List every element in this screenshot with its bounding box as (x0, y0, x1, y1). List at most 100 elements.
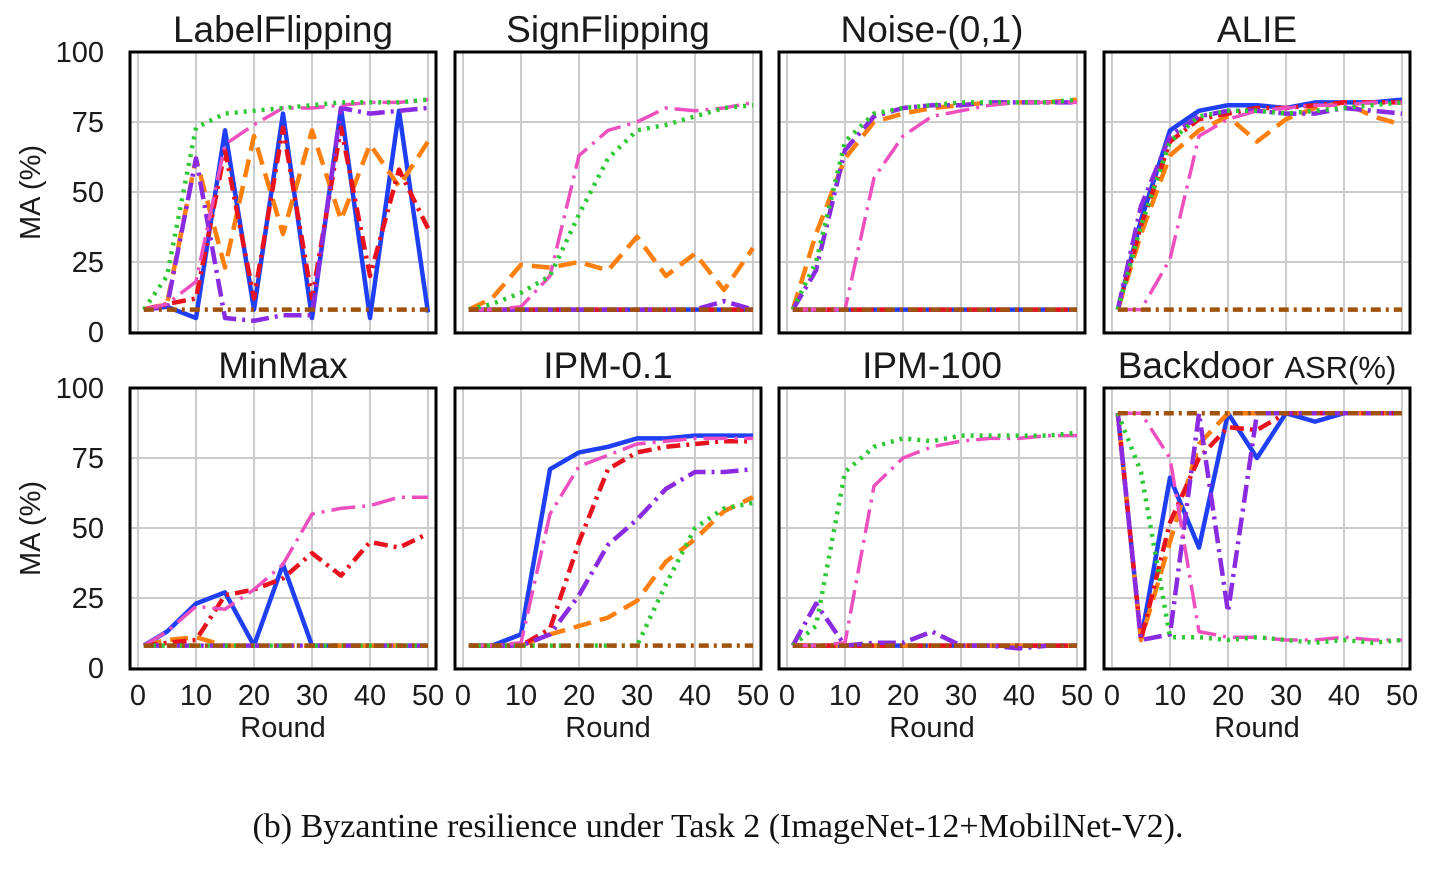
panel-6: IPM-0.1 0 10 20 30 40 50 Round (453, 345, 769, 744)
x-tick-label: 10 (1154, 680, 1186, 712)
panel-title-main: ALIE (1217, 9, 1297, 50)
series-line-4 (790, 601, 1077, 651)
panel-title-suffix: ASR(%) (1284, 350, 1396, 385)
x-axis-label: Round (1214, 712, 1299, 744)
panel-4: ALIE (1102, 9, 1412, 335)
x-axis-label: Round (889, 712, 974, 744)
panel-title-main: Backdoor (1118, 345, 1285, 386)
panel-title: Backdoor ASR(%) (1118, 345, 1397, 386)
series-line-5 (1117, 100, 1402, 312)
y-tick-label: 0 (88, 317, 104, 349)
series-line-6 (1115, 412, 1403, 646)
y-tick-label: 25 (72, 583, 104, 615)
panel-frame (777, 50, 1087, 335)
x-axis-label: Round (240, 712, 325, 744)
series-line-3 (143, 125, 431, 312)
series-line-6 (1115, 100, 1403, 311)
y-tick-label: 50 (72, 513, 104, 545)
y-tick-label: 75 (72, 443, 104, 475)
y-tick-label: 100 (56, 37, 104, 69)
panel-frame (453, 50, 763, 335)
series-line-5 (792, 433, 1077, 648)
y-tick-label: 100 (56, 373, 104, 405)
x-tick-label: 10 (829, 680, 861, 712)
panel-title-main: Noise-(0,1) (841, 9, 1024, 50)
x-tick-label: 50 (737, 680, 769, 712)
x-tick-label: 40 (1003, 680, 1035, 712)
panel-3: Noise-(0,1) (777, 9, 1087, 335)
x-tick-label: 30 (621, 680, 653, 712)
series-line-5 (143, 97, 429, 312)
series-line-6 (790, 97, 1078, 311)
x-tick-label: 10 (505, 680, 537, 712)
x-tick-label: 0 (455, 680, 471, 712)
x-axis-label: Round (565, 712, 650, 744)
series-line-5 (1117, 411, 1402, 642)
series-line-1 (468, 433, 753, 648)
panel-8: Backdoor ASR(%) 0 10 20 30 40 50 Round (1102, 345, 1418, 744)
y-axis-label: MA (%) (15, 481, 47, 576)
panel-frame (128, 386, 438, 671)
panel-title-main: MinMax (218, 345, 348, 386)
y-axis-label: MA (%) (15, 145, 47, 240)
panel-title: ALIE (1217, 9, 1297, 50)
y-tick-label: 50 (72, 177, 104, 209)
y-tick-label: 75 (72, 107, 104, 139)
panel-frame (1102, 386, 1412, 671)
series-line-5 (792, 100, 1077, 312)
series-line-1 (142, 562, 428, 648)
x-tick-label: 40 (679, 680, 711, 712)
panel-frame (128, 50, 438, 335)
panel-title: Noise-(0,1) (841, 9, 1024, 50)
x-tick-label: 20 (1212, 680, 1244, 712)
series-line-2 (467, 234, 755, 312)
panel-title: IPM-0.1 (543, 345, 673, 386)
x-tick-label: 40 (354, 680, 386, 712)
panel-5: MinMax 0 25 50 75 100 MA (%) 0 10 20 30 40 50 Round (15, 345, 444, 744)
x-tick-label: 50 (1061, 680, 1093, 712)
x-tick-label: 0 (1104, 680, 1120, 712)
x-tick-label: 30 (296, 680, 328, 712)
panel-frame (453, 386, 763, 671)
y-tick-label: 0 (88, 653, 104, 685)
x-tick-label: 50 (1386, 680, 1418, 712)
panel-title-main: LabelFlipping (173, 9, 393, 50)
panel-frame (1102, 50, 1412, 335)
panel-frame (777, 386, 1087, 671)
series-line-4 (790, 100, 1077, 311)
series-line-6 (141, 97, 429, 311)
series-line-6 (791, 430, 1078, 648)
panel-title: MinMax (218, 345, 348, 386)
series-line-1 (1115, 410, 1402, 643)
x-tick-label: 20 (563, 680, 595, 712)
x-tick-label: 50 (412, 680, 444, 712)
y-tick-label: 25 (72, 247, 104, 279)
panel-7: IPM-100 0 10 20 30 40 50 Round (777, 345, 1093, 744)
panel-title-main: IPM-0.1 (543, 345, 673, 386)
panel-1: LabelFlipping 0 25 50 75 100 MA (%) (15, 9, 438, 349)
panel-2: SignFlipping (453, 9, 763, 335)
series-line-4 (468, 466, 754, 648)
series-line-4 (143, 105, 429, 324)
series-line-5 (468, 100, 754, 312)
panel-title: LabelFlipping (173, 9, 393, 50)
series-line-6 (468, 102, 754, 312)
series-line-5 (468, 436, 753, 648)
series-line-3 (143, 531, 429, 648)
x-tick-label: 30 (945, 680, 977, 712)
x-tick-label: 20 (238, 680, 270, 712)
series-line-5 (142, 495, 428, 648)
series-line-2 (790, 97, 1078, 311)
x-tick-label: 0 (779, 680, 795, 712)
panel-title: IPM-100 (862, 345, 1002, 386)
panel-title: SignFlipping (506, 9, 710, 50)
x-tick-label: 0 (130, 680, 146, 712)
x-tick-label: 10 (180, 680, 212, 712)
figure-caption: (b) Byzantine resilience under Task 2 (I… (252, 808, 1184, 845)
x-tick-label: 40 (1328, 680, 1360, 712)
x-tick-label: 30 (1270, 680, 1302, 712)
panel-title-main: SignFlipping (506, 9, 710, 50)
panel-title-main: IPM-100 (862, 345, 1002, 386)
x-tick-label: 20 (887, 680, 919, 712)
